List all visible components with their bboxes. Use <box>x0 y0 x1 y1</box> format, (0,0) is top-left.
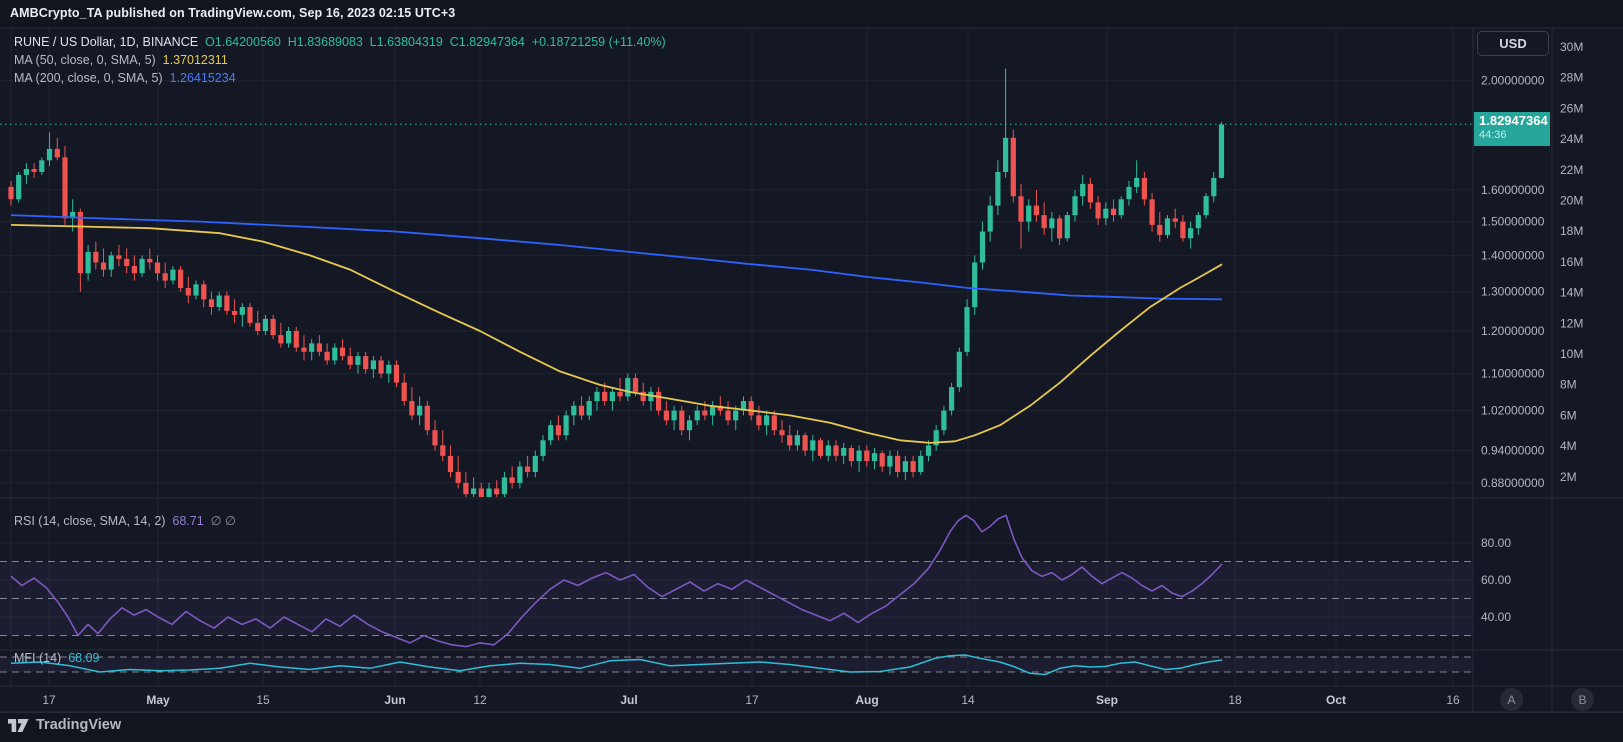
ohlc-open-value: 1.64200560 <box>214 35 281 49</box>
svg-text:30M: 30M <box>1560 40 1583 54</box>
current-price-tag: 1.82947364 44:36 <box>1474 112 1550 146</box>
svg-text:22M: 22M <box>1560 163 1583 177</box>
ohlc-close-value: 1.82947364 <box>458 35 525 49</box>
ohlc-low-value: 1.63804319 <box>376 35 443 49</box>
svg-text:12: 12 <box>473 693 487 707</box>
svg-text:Jun: Jun <box>384 693 405 707</box>
svg-text:17: 17 <box>42 693 56 707</box>
svg-text:14: 14 <box>961 693 975 707</box>
ohlc-high-label: H <box>287 35 297 49</box>
svg-text:Jul: Jul <box>620 693 637 707</box>
svg-text:0.88000000: 0.88000000 <box>1481 476 1545 490</box>
rsi-empty-set-icons: ∅ ∅ <box>210 514 236 528</box>
svg-text:1.30000000: 1.30000000 <box>1481 285 1545 299</box>
ohlc-high-value: 1.83689083 <box>296 35 363 49</box>
svg-text:1.60000000: 1.60000000 <box>1481 183 1545 197</box>
ma50-label: MA (50, close, 0, SMA, 5) <box>14 53 156 67</box>
svg-text:2M: 2M <box>1560 470 1577 484</box>
svg-text:60.00: 60.00 <box>1481 573 1511 587</box>
current-price-value: 1.82947364 <box>1479 113 1548 128</box>
svg-text:10M: 10M <box>1560 347 1583 361</box>
svg-text:16M: 16M <box>1560 255 1583 269</box>
svg-text:1.50000000: 1.50000000 <box>1481 215 1545 229</box>
svg-text:24M: 24M <box>1560 132 1583 146</box>
bar-countdown: 44:36 <box>1479 129 1507 141</box>
tradingview-logo-text: TradingView <box>36 717 122 733</box>
ma200-legend-row[interactable]: MA (200, close, 0, SMA, 5) 1.26415234 <box>14 71 236 85</box>
ma50-legend-row[interactable]: MA (50, close, 0, SMA, 5) 1.37012311 <box>14 53 228 67</box>
ma50-value: 1.37012311 <box>162 53 228 67</box>
svg-text:May: May <box>146 693 170 707</box>
svg-text:4M: 4M <box>1560 439 1577 453</box>
svg-text:26M: 26M <box>1560 101 1583 115</box>
ma200-label: MA (200, close, 0, SMA, 5) <box>14 71 163 85</box>
svg-text:1.40000000: 1.40000000 <box>1481 248 1545 262</box>
svg-text:28M: 28M <box>1560 71 1583 85</box>
ohlc-low-label: L <box>369 35 377 49</box>
svg-text:2.00000000: 2.00000000 <box>1481 74 1545 88</box>
rsi-legend-row[interactable]: RSI (14, close, SMA, 14, 2) 68.71 ∅ ∅ <box>14 513 236 528</box>
tradingview-logo-link[interactable]: TradingView <box>8 717 121 733</box>
svg-text:12M: 12M <box>1560 316 1583 330</box>
price-scale-b-button[interactable]: B <box>1571 688 1594 711</box>
svg-text:0.94000000: 0.94000000 <box>1481 444 1545 458</box>
svg-text:6M: 6M <box>1560 408 1577 422</box>
svg-text:17: 17 <box>745 693 759 707</box>
svg-text:Aug: Aug <box>855 693 878 707</box>
ohlc-close-label: C <box>449 35 459 49</box>
svg-text:8M: 8M <box>1560 378 1577 392</box>
svg-text:16: 16 <box>1446 693 1460 707</box>
tradingview-logo-icon <box>8 718 29 732</box>
svg-text:18: 18 <box>1228 693 1242 707</box>
svg-text:80.00: 80.00 <box>1481 536 1511 550</box>
svg-text:1.20000000: 1.20000000 <box>1481 324 1545 338</box>
currency-toggle-button[interactable]: USD <box>1477 31 1549 56</box>
publish-info-text: AMBCrypto_TA published on TradingView.co… <box>10 6 456 20</box>
rsi-value: 68.71 <box>172 514 204 528</box>
ma200-value: 1.26415234 <box>169 71 236 85</box>
mfi-value: 68.09 <box>68 651 100 665</box>
svg-text:1.02000000: 1.02000000 <box>1481 404 1545 418</box>
change-value: +0.18721259 (+11.40%) <box>531 35 666 49</box>
symbol-legend-row[interactable]: RUNE / US Dollar, 1D, BINANCE O1.6420056… <box>14 35 666 49</box>
svg-text:1.10000000: 1.10000000 <box>1481 367 1545 381</box>
svg-text:14M: 14M <box>1560 286 1583 300</box>
svg-text:Sep: Sep <box>1096 693 1118 707</box>
rsi-label: RSI (14, close, SMA, 14, 2) <box>14 514 166 528</box>
svg-text:15: 15 <box>256 693 270 707</box>
symbol-title: RUNE / US Dollar, 1D, BINANCE <box>14 35 199 49</box>
ohlc-open-label: O <box>205 35 215 49</box>
publish-header-bar: AMBCrypto_TA published on TradingView.co… <box>0 0 1623 28</box>
mfi-label: MFI (14) <box>14 651 62 665</box>
price-scale-a-button[interactable]: A <box>1500 688 1523 711</box>
svg-text:20M: 20M <box>1560 194 1583 208</box>
svg-text:18M: 18M <box>1560 224 1583 238</box>
svg-text:Oct: Oct <box>1326 693 1346 707</box>
svg-text:40.00: 40.00 <box>1481 610 1511 624</box>
mfi-legend-row[interactable]: MFI (14) 68.09 <box>14 651 99 665</box>
